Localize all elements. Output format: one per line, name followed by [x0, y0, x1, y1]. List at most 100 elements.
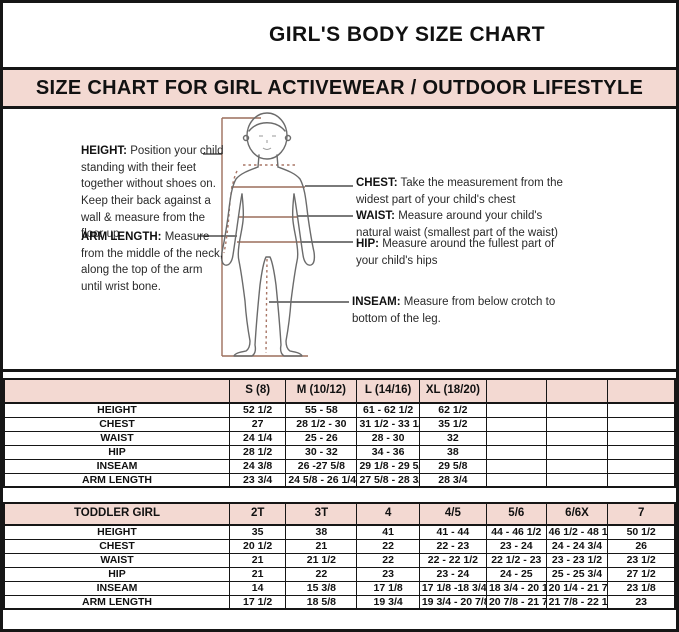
child-figure — [220, 112, 316, 357]
column-header — [3, 378, 230, 404]
column-header: XL (18/20) — [418, 378, 487, 404]
chest-instruction-label: CHEST: — [356, 177, 398, 189]
size-value-cell: 23 - 24 — [418, 566, 487, 582]
body-measure-lines — [231, 186, 305, 243]
table-row: HIP 21 22 23 23 - 24 24 - 25 25 - 25 3/4 27 1/2 — [3, 566, 676, 582]
row-label: HEIGHT — [3, 402, 230, 418]
size-value-cell: 18 3/4 - 20 1/4 — [485, 580, 547, 596]
inseam-dashed-line — [265, 258, 268, 354]
waist-instruction-label: WAIST: — [356, 210, 395, 222]
row-label: HIP — [3, 566, 230, 582]
girls-size-table: S (8) M (10/12) L (14/16) XL (18/20) HEIGHT… — [3, 378, 676, 488]
size-value-cell: 18 5/8 — [285, 594, 358, 610]
column-header: L (14/16) — [356, 378, 420, 404]
size-value-cell — [485, 416, 547, 432]
size-value-cell: 28 3/4 — [418, 472, 487, 488]
row-label: CHEST — [3, 538, 230, 554]
title-section: GIRL'S BODY SIZE CHART — [3, 3, 676, 70]
left-arm-outline — [220, 166, 259, 266]
row-label: HEIGHT — [3, 524, 230, 540]
size-value-cell — [545, 444, 609, 460]
dashed-guides — [223, 164, 295, 354]
hip-instruction-label: HIP: — [356, 238, 379, 250]
arm-length-instruction: ARM LENGTH: Measure from the middle of t… — [81, 229, 223, 296]
size-value-cell: 25 - 26 — [285, 430, 358, 446]
size-value-cell: 23 1/2 — [607, 552, 676, 568]
size-value-cell — [545, 458, 609, 474]
table-row: ARM LENGTH 17 1/2 18 5/8 19 3/4 19 3/4 - 20 … — [3, 594, 676, 610]
size-value-cell: 31 1/2 - 33 1/2 — [356, 416, 420, 432]
table-row: WAIST 21 21 1/2 22 22 - 22 1/2 22 1/2 - 23 23 … — [3, 552, 676, 568]
waist-instruction: WAIST: Measure around your child's natur… — [356, 208, 576, 241]
right-ear — [284, 134, 292, 142]
size-value-cell: 22 — [356, 538, 420, 554]
column-header: 4 — [356, 502, 420, 526]
right-arm-outline — [277, 166, 316, 266]
column-header: 4/5 — [418, 502, 487, 526]
arm-length-instruction-label: ARM LENGTH: — [81, 231, 162, 243]
height-instruction-text: Position your child standing with their … — [81, 145, 224, 241]
size-value-cell: 21 — [228, 566, 287, 582]
section-gap — [3, 372, 676, 378]
inseam-instruction-label: INSEAM: — [352, 296, 401, 308]
size-value-cell: 21 1/2 — [285, 552, 358, 568]
table-row: CHEST 20 1/2 21 22 22 - 23 23 - 24 24 - 24 3/4… — [3, 538, 676, 554]
size-value-cell: 15 3/8 — [285, 580, 358, 596]
column-header: 6/6X — [545, 502, 609, 526]
height-instruction-label: HEIGHT: — [81, 145, 127, 157]
size-value-cell: 25 - 25 3/4 — [545, 566, 609, 582]
column-header: 2T — [228, 502, 287, 526]
girls-size-header-row: S (8) M (10/12) L (14/16) XL (18/20) — [3, 378, 676, 404]
size-value-cell: 14 — [228, 580, 287, 596]
size-value-cell: 41 - 44 — [418, 524, 487, 540]
size-value-cell: 28 - 30 — [356, 430, 420, 446]
column-header — [607, 378, 676, 404]
column-header — [545, 378, 609, 404]
table-row: WAIST 24 1/4 25 - 26 28 - 30 32 — [3, 430, 676, 446]
size-value-cell — [545, 430, 609, 446]
column-header: S (8) — [228, 378, 287, 404]
inseam-instruction: INSEAM: Measure from below crotch to bot… — [352, 294, 576, 327]
size-value-cell: 22 - 23 — [418, 538, 487, 554]
size-value-cell: 20 1/4 - 21 7/8 — [545, 580, 609, 596]
size-value-cell: 22 - 22 1/2 — [418, 552, 487, 568]
arm-length-instruction-text: Measure from the middle of the neck, alo… — [81, 231, 223, 294]
size-value-cell: 17 1/8 -18 3/4 — [418, 580, 487, 596]
size-value-cell: 32 — [418, 430, 487, 446]
size-value-cell: 62 1/2 — [418, 402, 487, 418]
size-value-cell: 23 — [607, 594, 676, 610]
size-value-cell: 46 1/2 - 48 1/2 — [545, 524, 609, 540]
bottom-filler — [3, 610, 676, 618]
row-label: ARM LENGTH — [3, 472, 230, 488]
page-title: GIRL'S BODY SIZE CHART — [269, 23, 545, 46]
row-label: WAIST — [3, 552, 230, 568]
hip-instruction-text: Measure around the fullest part of your … — [356, 238, 555, 267]
hair-line — [248, 122, 286, 132]
size-value-cell: 22 — [356, 552, 420, 568]
row-label: INSEAM — [3, 580, 230, 596]
size-value-cell — [607, 416, 676, 432]
column-header — [485, 378, 547, 404]
size-value-cell: 20 1/2 — [228, 538, 287, 554]
torso-legs-outline — [233, 193, 303, 357]
size-value-cell — [485, 402, 547, 418]
size-value-cell: 27 1/2 — [607, 566, 676, 582]
size-value-cell — [485, 472, 547, 488]
size-value-cell: 50 1/2 — [607, 524, 676, 540]
size-value-cell: 20 7/8 - 21 7/8 — [485, 594, 547, 610]
size-value-cell: 23 3/4 — [228, 472, 287, 488]
toddler-size-header-row: TODDLER GIRL 2T 3T 4 4/5 5/6 6/6X 7 — [3, 502, 676, 526]
chest-instruction: CHEST: Take the measurement from the wid… — [356, 175, 568, 208]
column-header: TODDLER GIRL — [3, 502, 230, 526]
leader-lines — [198, 153, 353, 303]
row-label: INSEAM — [3, 458, 230, 474]
row-label: ARM LENGTH — [3, 594, 230, 610]
size-value-cell: 27 — [228, 416, 287, 432]
size-value-cell — [607, 472, 676, 488]
size-value-cell: 35 1/2 — [418, 416, 487, 432]
arm-length-dashed-line — [223, 170, 238, 254]
chest-instruction-text: Take the measurement from the widest par… — [356, 177, 563, 206]
size-value-cell: 29 5/8 — [418, 458, 487, 474]
size-value-cell: 24 1/4 — [228, 430, 287, 446]
